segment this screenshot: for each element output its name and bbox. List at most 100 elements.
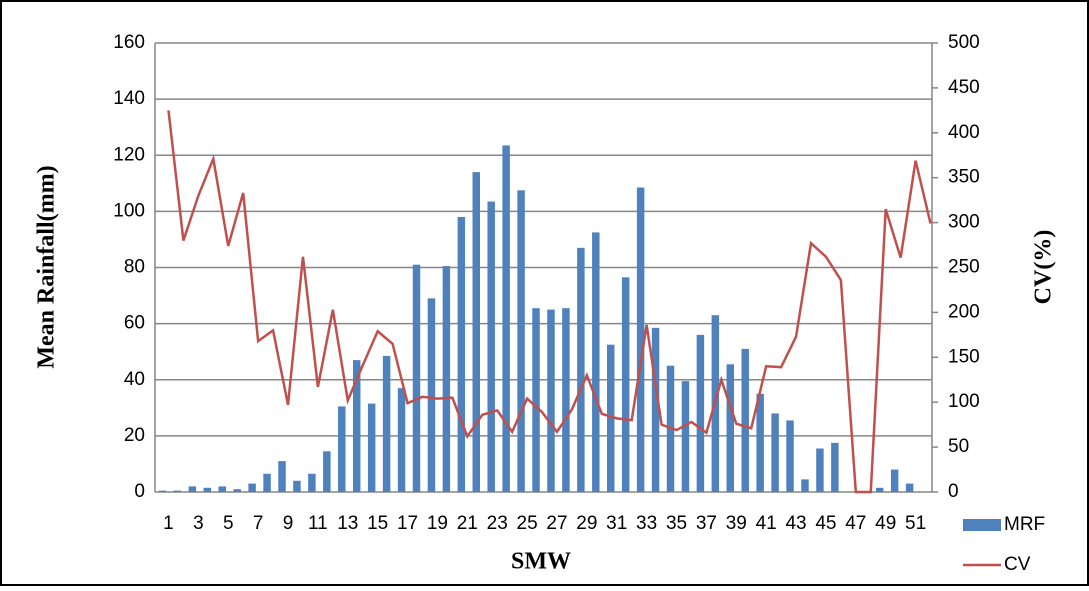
bar [502,145,510,492]
bar [427,298,436,492]
bar [308,473,316,492]
y-tick-label: 120 [113,144,145,165]
x-tick-label: 23 [487,513,508,534]
x-tick-label: 31 [606,513,627,534]
y2-tick-label: 400 [948,122,980,143]
bar [412,264,421,492]
bar [890,469,899,492]
y2-tick-label: 100 [948,391,980,412]
bar [726,364,735,492]
y2-tick-label: 500 [948,32,980,53]
y-tick-label: 20 [124,425,145,446]
bar [442,266,451,492]
bar [382,355,391,492]
bar [367,403,376,492]
x-tick-label: 17 [397,513,418,534]
y2-tick-label: 200 [948,301,980,322]
x-tick-label: 3 [193,513,204,534]
bar [621,277,630,492]
bar [487,201,495,492]
bar [607,344,615,492]
x-tick-label: 35 [666,513,687,534]
bar [233,489,241,492]
bar [517,190,525,492]
x-tick-label: 1 [163,513,174,534]
line [167,110,932,494]
bar [756,393,764,492]
x-tick-label: 47 [845,513,866,534]
bar [323,451,331,492]
legend-label: MRF [1004,514,1045,535]
y-tick-label: 40 [124,369,145,390]
bar [203,487,212,492]
x-tick-label: 25 [517,513,538,534]
x-tick-label: 41 [756,513,777,534]
bar [592,232,600,492]
bar [278,461,286,492]
x-tick-label: 51 [905,513,926,534]
x-tick-label: 37 [696,513,717,534]
x-tick-label: 29 [576,513,597,534]
y2-tick-label: 150 [948,346,980,367]
x-tick-label: 27 [546,513,567,534]
bar [801,479,809,492]
y-tick-label: 140 [113,88,145,109]
x-tick-label: 11 [308,513,328,534]
bar [651,327,660,492]
y-tick-label: 60 [124,313,145,334]
bar [338,406,346,492]
x-tick-label: 5 [223,513,234,534]
bar [472,172,480,492]
bar [218,486,226,492]
legend-swatch [963,519,1001,531]
x-tick-label: 13 [337,513,358,534]
x-tick-label: 9 [283,513,294,534]
y-tick-label: 0 [134,481,145,502]
y2-tick-label: 350 [948,167,980,188]
bar [875,487,884,492]
bar [352,360,361,492]
y2-tick-label: 250 [948,257,980,278]
y-tick-label: 100 [113,200,145,221]
bar [263,473,271,492]
bar [771,413,779,492]
y2-tick-label: 50 [948,436,969,457]
x-tick-label: 45 [815,513,836,534]
bar [577,247,585,492]
bar [293,480,301,492]
bar [816,448,824,492]
y-tick-label: 160 [113,32,145,53]
bar [681,381,690,492]
bar [532,308,540,492]
y2-tick-label: 300 [948,212,980,233]
y-axis-title: Mean Rainfall(mm) [34,165,60,368]
y2-tick-label: 450 [948,77,980,98]
bar [831,442,839,492]
x-tick-label: 43 [785,513,806,534]
x-tick-label: 19 [427,513,448,534]
y2-axis-title: CV(%) [1031,230,1057,305]
bar [696,334,705,492]
x-axis-title: SMW [511,549,571,575]
bar [158,490,167,492]
bar [562,308,570,492]
y2-tick-label: 0 [948,481,959,502]
bar [786,420,794,492]
x-tick-label: 15 [367,513,388,534]
x-tick-label: 21 [457,513,478,534]
bar [397,388,406,492]
bar [173,490,182,492]
bar [741,348,749,492]
x-tick-label: 7 [253,513,264,534]
bar [905,483,914,492]
legend-label: CV [1004,554,1031,575]
y-tick-label: 80 [124,257,145,278]
bar [248,483,256,492]
x-tick-label: 39 [726,513,747,534]
bar [636,187,645,492]
bar [457,216,466,493]
x-tick-label: 33 [636,513,657,534]
bar [188,486,197,492]
